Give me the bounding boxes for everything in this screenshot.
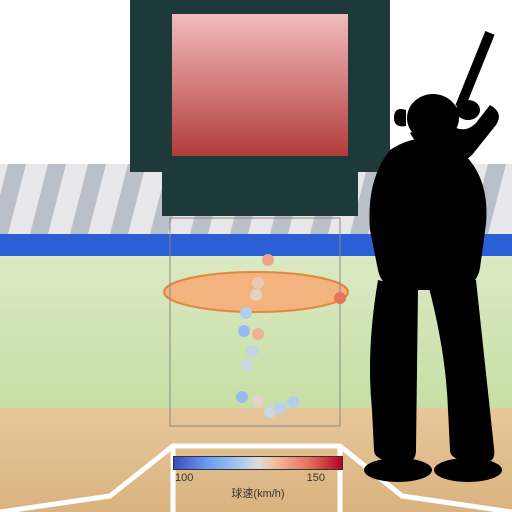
pitch-marker [246,345,258,357]
pitch-marker [252,328,264,340]
legend-tick-min: 100 [175,472,193,484]
pitch-marker [241,359,253,371]
speed-legend: 100 150 球速(km/h) [173,456,343,501]
legend-tick-max: 150 [307,472,325,484]
pitch-marker [236,391,248,403]
pitch-location-chart: 100 150 球速(km/h) [0,0,512,512]
pitch-marker [238,325,250,337]
pitch-marker [262,254,274,266]
pitch-marker [252,277,264,289]
pitch-marker [287,396,299,408]
pitch-marker [240,307,252,319]
pitch-marker [252,396,264,408]
pitch-marker [274,402,286,414]
pitch-marker [250,289,262,301]
legend-title: 球速(km/h) [173,485,343,501]
scoreboard [130,0,390,216]
pitch-marker [334,292,346,304]
